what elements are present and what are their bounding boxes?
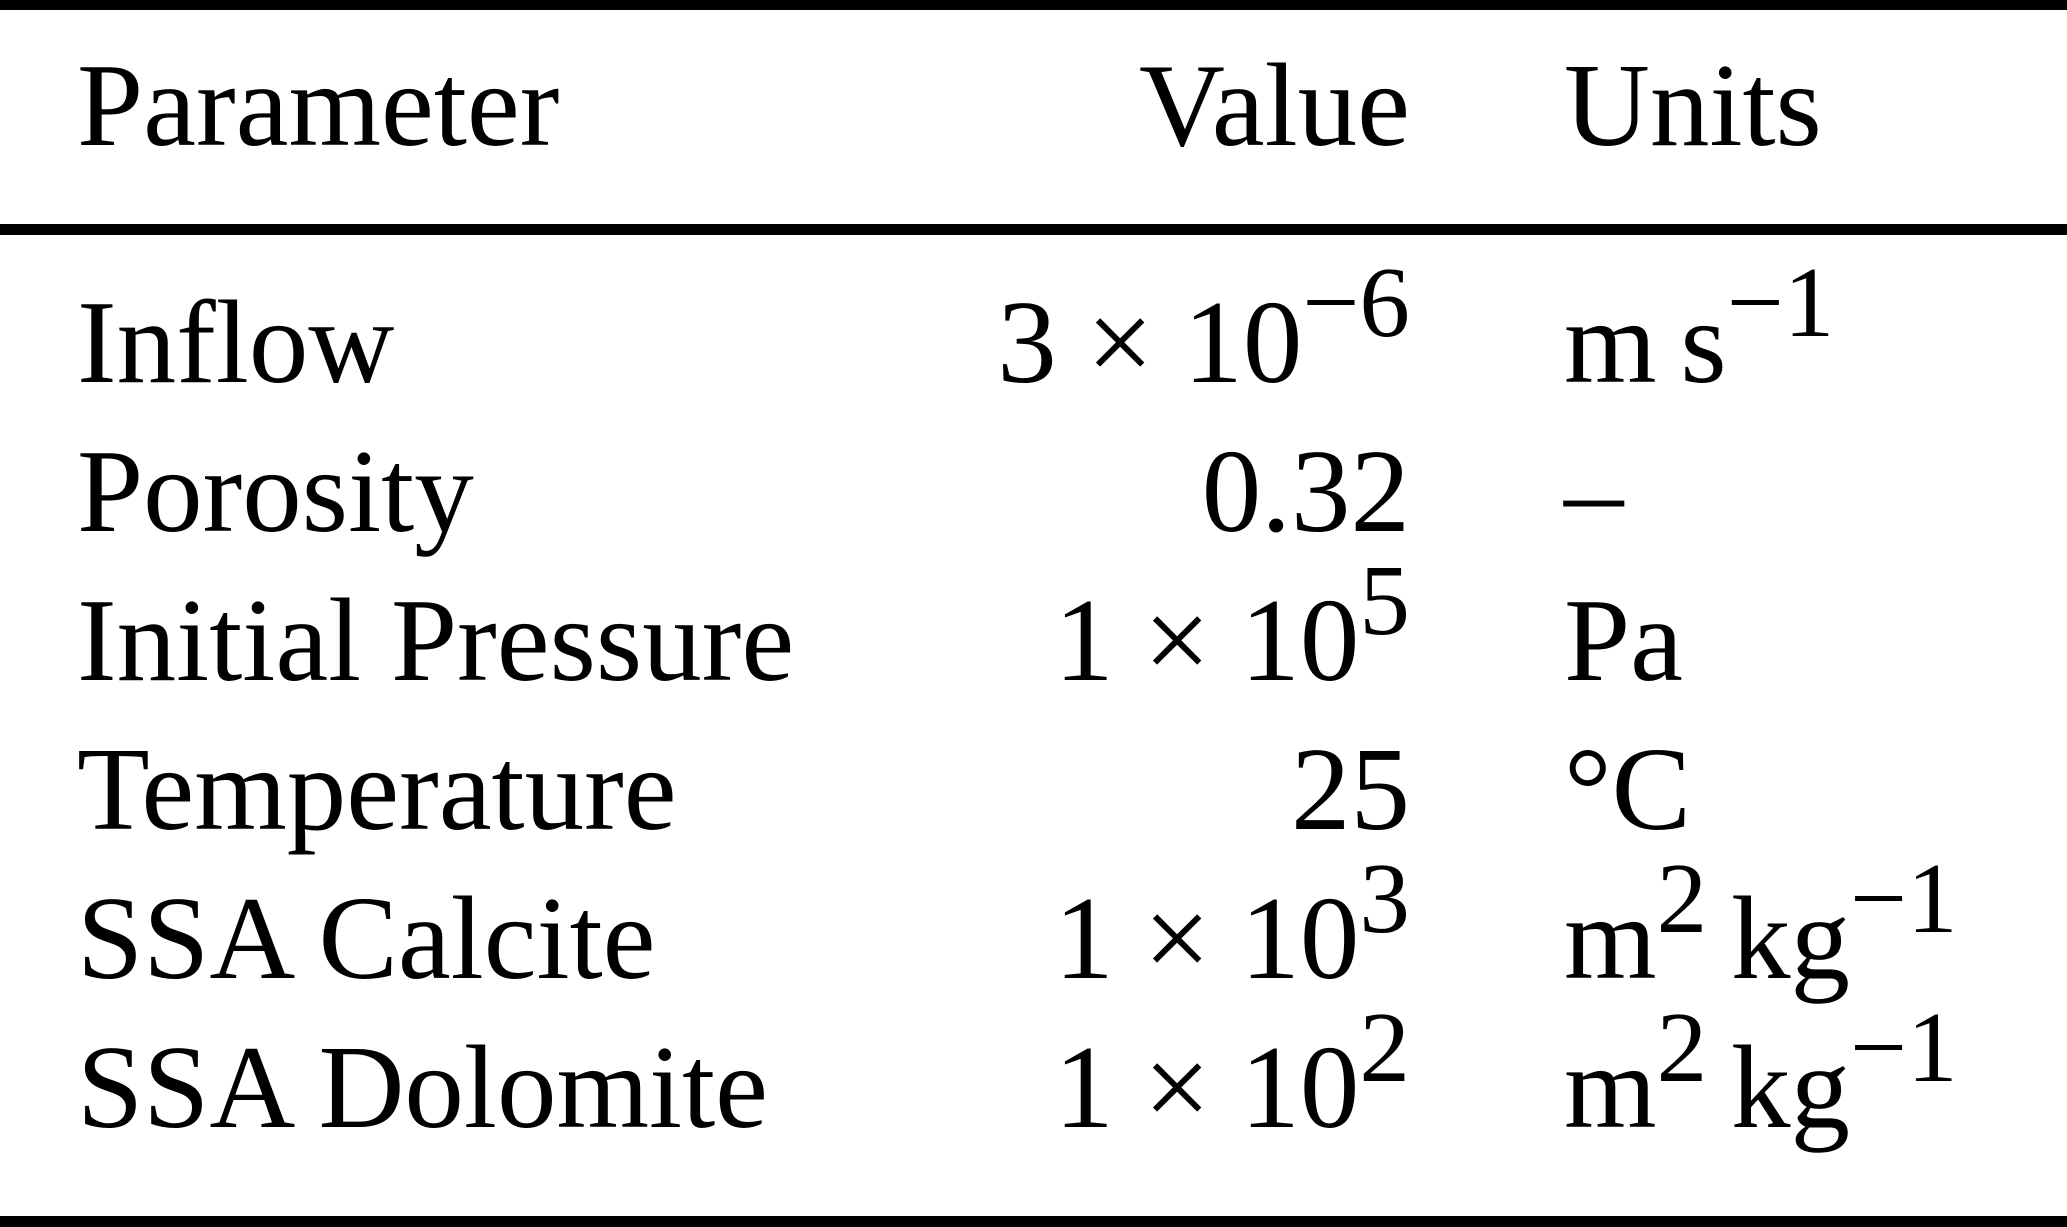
table-row: Temperature 25 °C [0, 715, 2067, 864]
parameter-cell: Initial Pressure [77, 574, 795, 706]
table-row: Inflow 3 × 10−6 m s−1 [0, 246, 2067, 417]
value-cell: 3 × 10−6 [997, 246, 1410, 408]
units-cell: m2 kg−1 [1564, 991, 1958, 1153]
table-row: SSA Dolomite 1 × 102 m2 kg−1 [0, 991, 2067, 1162]
parameter-cell: Temperature [77, 723, 677, 855]
value-cell: 25 [1291, 723, 1410, 855]
units-cell: m s−1 [1564, 246, 1835, 408]
value-cell: 0.32 [1201, 425, 1410, 557]
table-header-rule [0, 224, 2067, 235]
table-row: SSA Calcite 1 × 103 m2 kg−1 [0, 842, 2067, 1013]
column-header-value: Value [1139, 39, 1410, 171]
value-cell: 1 × 105 [1054, 544, 1410, 706]
column-header-units: Units [1564, 39, 1822, 171]
units-cell: – [1564, 425, 1624, 557]
parameter-cell: SSA Calcite [77, 872, 656, 1004]
table-bottom-rule [0, 1216, 2067, 1227]
table-header-row: Parameter Value Units [0, 31, 2067, 180]
units-cell: m2 kg−1 [1564, 842, 1958, 1004]
table-body: Inflow 3 × 10−6 m s−1 Porosity 0.32 – In… [0, 246, 2067, 1162]
parameter-cell: Porosity [77, 425, 474, 557]
column-header-parameter: Parameter [77, 39, 560, 171]
table-row: Porosity 0.32 – [0, 417, 2067, 566]
table-row: Initial Pressure 1 × 105 Pa [0, 544, 2067, 715]
parameter-cell: SSA Dolomite [77, 1021, 768, 1153]
value-cell: 1 × 103 [1054, 842, 1410, 1004]
units-cell: °C [1564, 723, 1691, 855]
value-cell: 1 × 102 [1054, 991, 1410, 1153]
table-top-rule [0, 0, 2067, 10]
parameter-cell: Inflow [77, 276, 395, 408]
units-cell: Pa [1564, 574, 1683, 706]
